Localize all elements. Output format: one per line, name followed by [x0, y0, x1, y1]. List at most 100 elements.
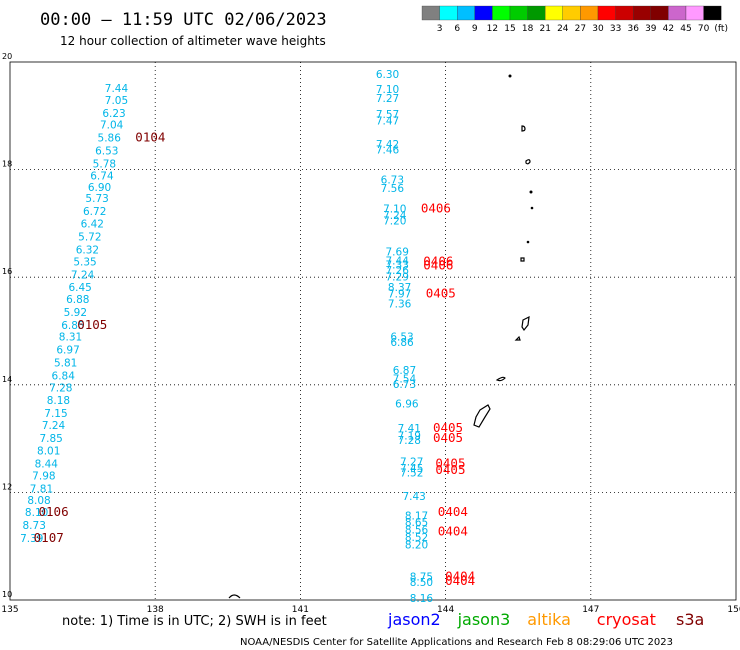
swh-value: 6.42	[81, 219, 104, 231]
satellite-legend-item: s3a	[676, 610, 704, 629]
colorbar-label: 33	[610, 24, 621, 34]
y-tick-label: 14	[2, 375, 12, 384]
swh-value: 6.86	[390, 337, 414, 349]
swh-value: 8.50	[410, 577, 433, 589]
swh-value: 6.96	[395, 398, 419, 410]
satellite-legend-item: altika	[527, 610, 571, 629]
plot-frame	[9, 61, 737, 601]
chart-subtitle: 12 hour collection of altimeter wave hei…	[60, 34, 326, 48]
x-tick-label: 147	[582, 605, 599, 615]
island-marker	[508, 74, 512, 78]
time-label: 0405	[435, 456, 465, 471]
island-outline	[520, 257, 525, 262]
colorbar-label: 39	[645, 24, 657, 34]
swh-value: 8.52	[405, 532, 428, 544]
swh-value: 8.37	[388, 282, 411, 294]
island-marker	[530, 206, 534, 210]
island-outline	[495, 376, 506, 382]
swh-value: 6.53	[390, 332, 413, 344]
y-tick-label: 10	[2, 590, 12, 599]
island-marker	[529, 190, 533, 194]
colorbar-swatch	[685, 5, 704, 21]
colorbar-label: 9	[472, 24, 478, 34]
colorbar-swatch	[633, 5, 651, 21]
time-label: 0405	[433, 420, 463, 435]
land-outlines	[228, 74, 534, 599]
time-label: 0405	[433, 430, 463, 445]
swh-value: 7.81	[30, 483, 53, 495]
y-tick-label: 18	[2, 160, 12, 169]
colorbar-swatch	[509, 5, 528, 21]
swh-value: 8.44	[35, 459, 59, 471]
swh-value: 7.52	[400, 467, 423, 479]
colorbar-label: 24	[557, 24, 569, 34]
legend-note: note: 1) Time is in UTC; 2) SWH is in fe…	[62, 614, 327, 629]
time-label: 0107	[34, 530, 64, 545]
time-label: 0406	[423, 258, 453, 273]
swh-value: 7.54	[393, 374, 417, 386]
island-marker	[526, 240, 530, 244]
time-label: 0404	[438, 523, 468, 538]
footer-credit: NOAA/NESDIS Center for Satellite Applica…	[240, 637, 673, 648]
colorbar-swatch	[527, 5, 546, 21]
island-outline	[525, 159, 531, 165]
colorbar-label: 36	[627, 24, 639, 34]
swh-value: 7.04	[100, 120, 124, 132]
swh-value: 7.29	[386, 271, 409, 283]
swh-value: 8.18	[47, 395, 70, 407]
swh-value: 7.28	[398, 435, 421, 447]
swh-value: 6.88	[66, 294, 89, 306]
colorbar-label: 12	[487, 24, 498, 34]
island-outline	[228, 594, 241, 599]
swh-value: 7.10	[383, 204, 406, 216]
time-label: 0104	[135, 130, 165, 145]
swh-value: 5.81	[54, 358, 77, 370]
x-tick-label: 144	[437, 605, 454, 615]
swh-value: 7.69	[386, 247, 409, 259]
colorbar-swatch	[615, 5, 634, 21]
chart-title: 00:00 — 11:59 UTC 02/06/2023	[40, 10, 327, 30]
swh-value: 7.44	[105, 83, 129, 95]
x-tick-label: 138	[147, 605, 164, 615]
swh-value: 6.73	[381, 175, 404, 187]
swh-value: 7.56	[381, 183, 405, 195]
swh-value: 7.43	[402, 491, 425, 503]
colorbar-swatch	[492, 5, 511, 21]
y-tick-label: 12	[2, 482, 12, 491]
x-tick-label: 141	[292, 605, 309, 615]
satellite-legend-item: jason3	[457, 610, 511, 629]
colorbar-label: 45	[680, 24, 691, 34]
colorbar-swatch	[703, 5, 722, 21]
swh-value: 8.31	[59, 332, 82, 344]
colorbar-swatch	[421, 5, 440, 21]
time-label: 0405	[435, 462, 465, 477]
swh-value: 6.32	[76, 245, 99, 257]
swh-value: 5.92	[64, 307, 87, 319]
colorbar-label: 70	[698, 24, 710, 34]
x-tick-label: 135	[1, 605, 18, 615]
swh-value: 6.85	[61, 320, 84, 332]
satellite-legend-item: cryosat	[597, 610, 656, 629]
colorbar-swatch	[580, 5, 599, 21]
colorbar-swatch	[474, 5, 493, 21]
island-outline	[473, 404, 491, 428]
swh-value: 6.30	[376, 69, 399, 81]
grid	[10, 62, 736, 600]
swh-value: 6.74	[90, 170, 114, 182]
colorbar-label: 6	[454, 24, 460, 34]
time-labels: 0104010501060107040604060406040504050405…	[34, 130, 476, 588]
swh-value: 7.97	[388, 289, 411, 301]
time-label: 0105	[77, 317, 107, 332]
swh-value: 7.98	[32, 470, 55, 482]
swh-value: 7.42	[376, 139, 399, 151]
colorbar-label: 18	[522, 24, 534, 34]
colorbar-swatch	[439, 5, 458, 21]
swh-value: 7.27	[376, 93, 399, 105]
swh-value: 8.75	[410, 572, 433, 584]
swh-value: 6.97	[56, 345, 79, 357]
time-label: 0106	[39, 504, 69, 519]
colorbar-label: 21	[539, 24, 550, 34]
colorbar-swatch	[650, 5, 669, 21]
swh-value: 7.45	[400, 463, 423, 475]
swh-value: 8.56	[405, 524, 429, 536]
